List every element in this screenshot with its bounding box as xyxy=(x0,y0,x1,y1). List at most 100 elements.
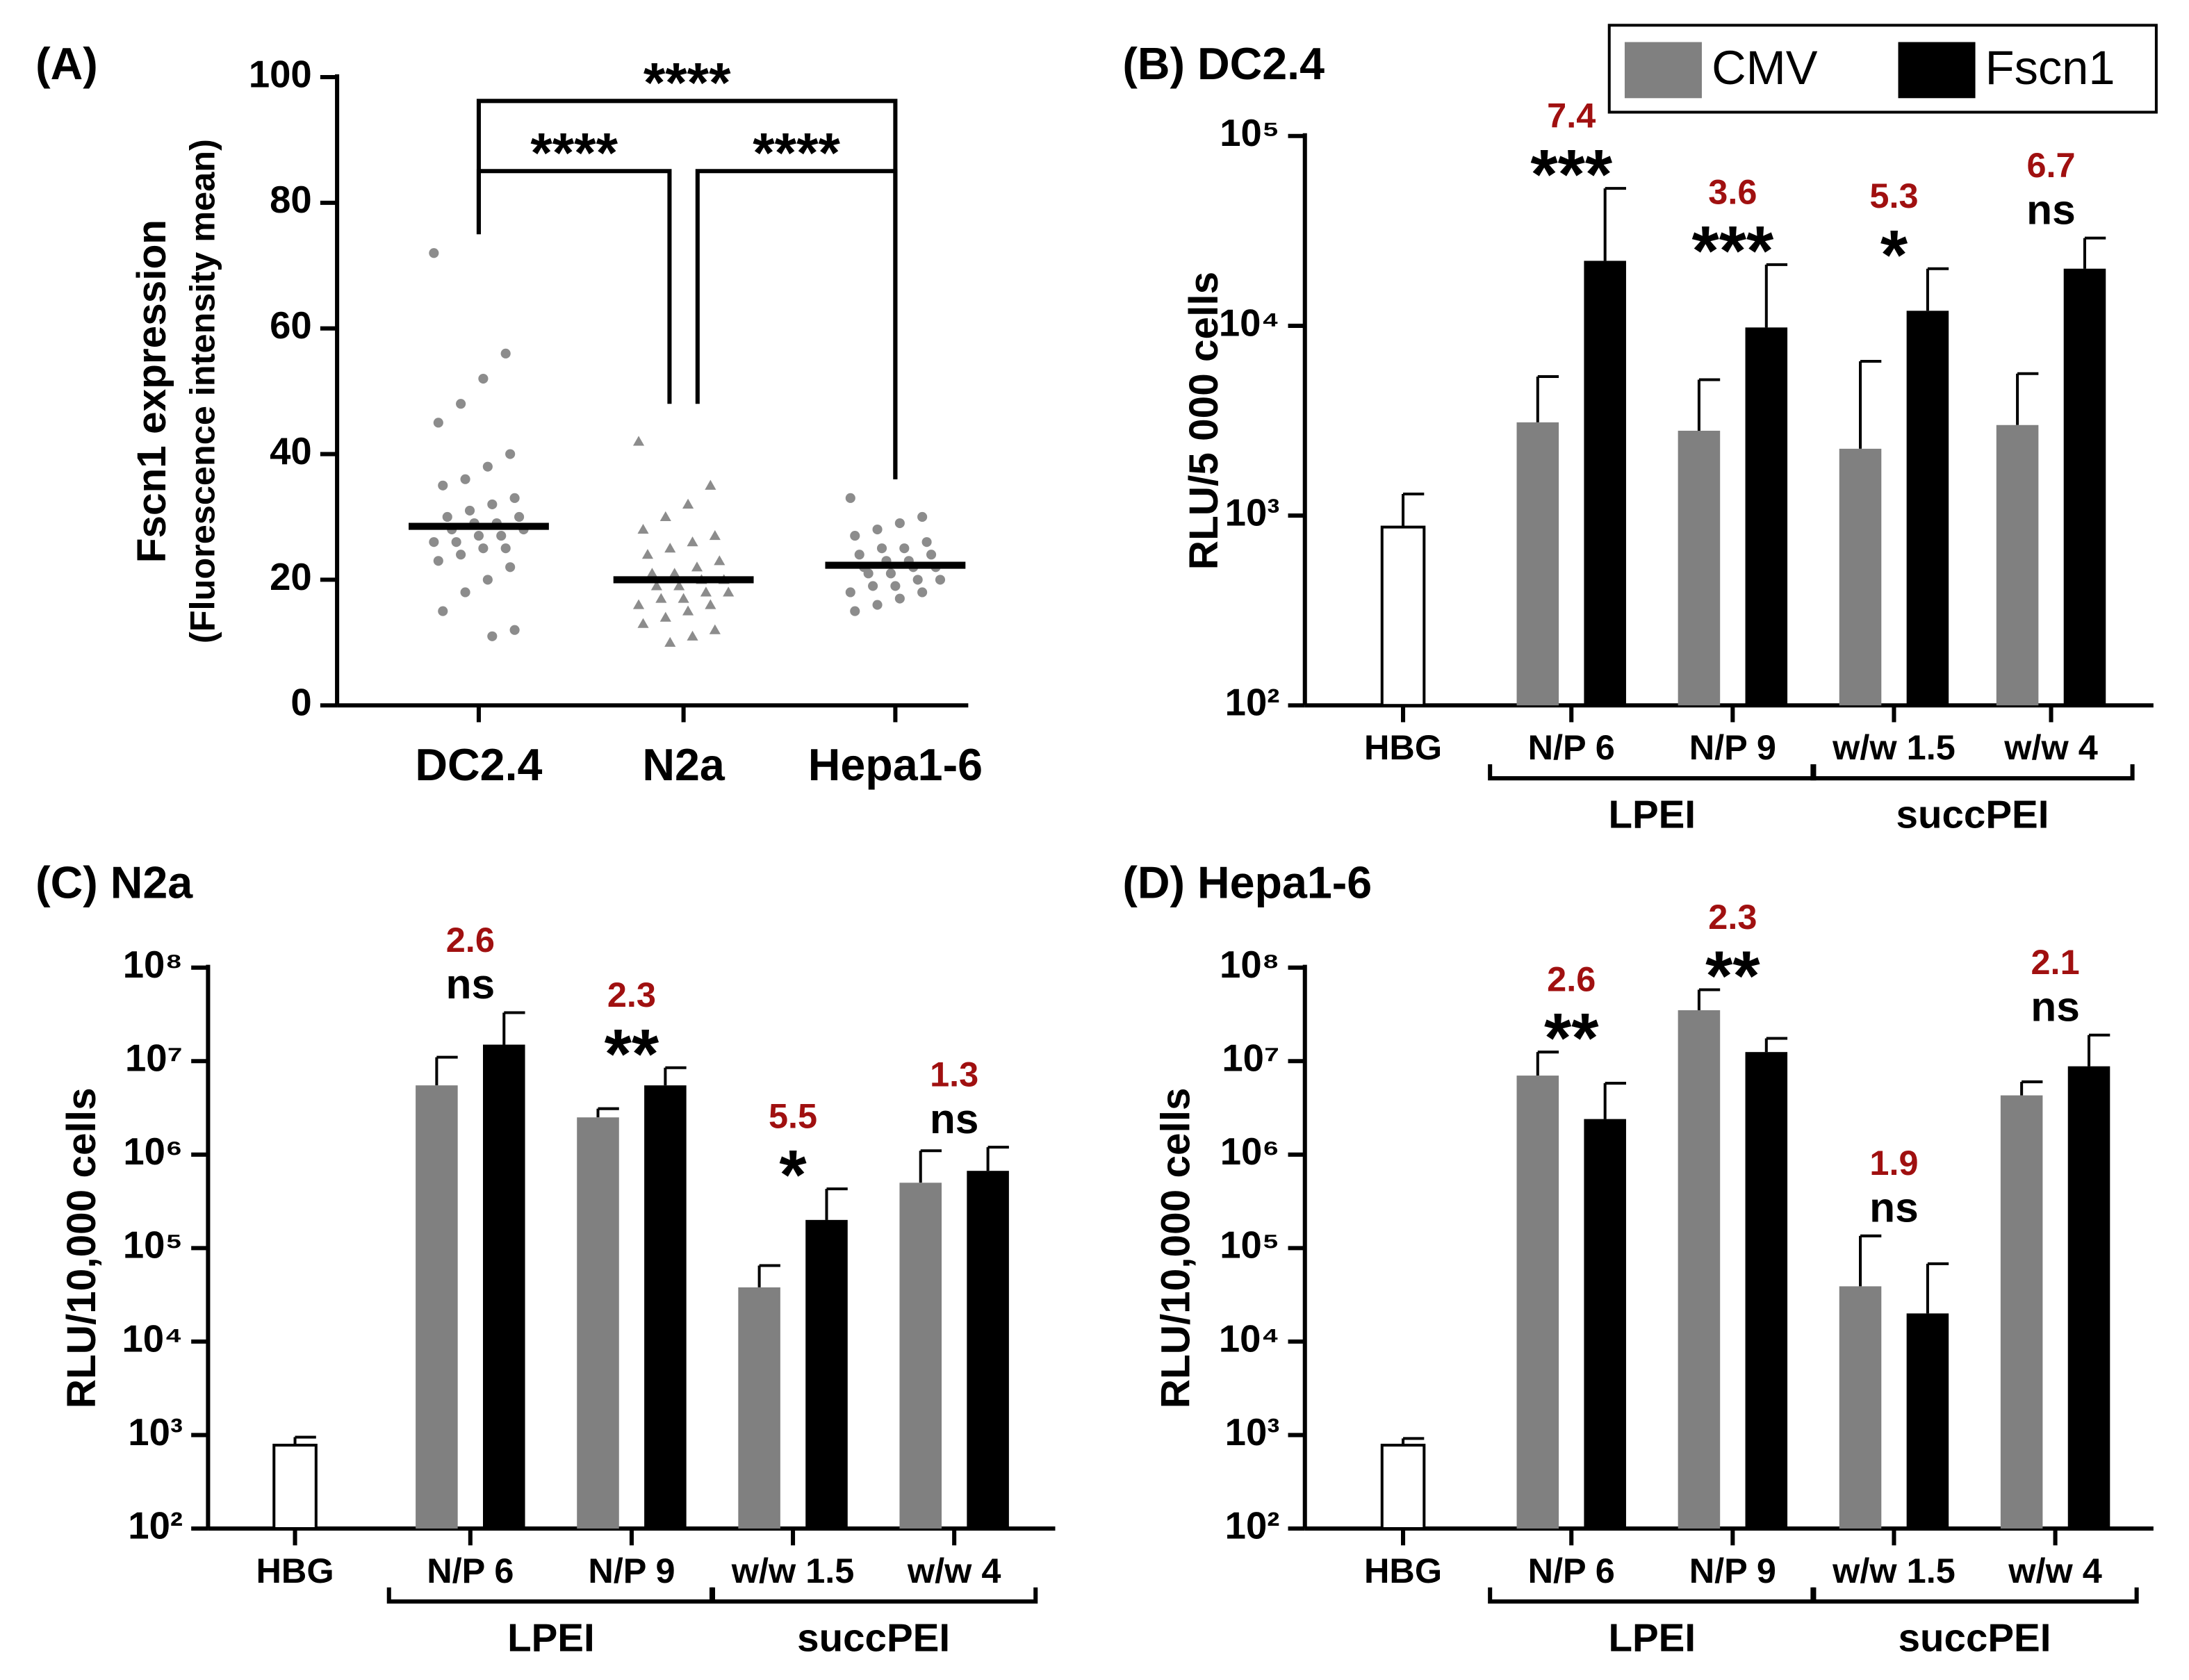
x-tick-label: N/P 9 xyxy=(1689,1551,1776,1590)
significance-label: ns xyxy=(1869,1183,1919,1230)
panel-title: (A) xyxy=(35,39,98,89)
y-tick-label: 10⁴ xyxy=(1219,302,1280,344)
bar xyxy=(1745,1052,1788,1529)
point xyxy=(863,568,874,579)
point xyxy=(505,449,516,459)
point xyxy=(659,511,671,522)
point xyxy=(687,630,698,641)
point xyxy=(687,536,698,547)
legend-label: CMV xyxy=(1712,41,1818,94)
panel-title: (C) N2a xyxy=(35,858,193,908)
point xyxy=(921,537,932,547)
significance-label: * xyxy=(1880,216,1908,294)
fold-change-label: 1.9 xyxy=(1869,1143,1918,1183)
significance-label: ** xyxy=(1544,1000,1599,1078)
point xyxy=(637,523,649,534)
bar xyxy=(1839,448,1882,706)
group-label: succPEI xyxy=(1896,793,2049,837)
x-tick-label: HBG xyxy=(1364,1551,1442,1590)
y-tick-label: 0 xyxy=(290,682,311,724)
y-tick-label: 10⁴ xyxy=(1219,1317,1280,1360)
point xyxy=(456,399,466,409)
point xyxy=(872,524,883,535)
bar xyxy=(1584,261,1626,706)
point xyxy=(926,550,937,560)
bar xyxy=(1745,327,1788,706)
point xyxy=(700,586,712,597)
point xyxy=(659,611,671,622)
point xyxy=(496,531,507,541)
group-bracket xyxy=(709,1587,1038,1604)
point xyxy=(912,575,923,585)
bar xyxy=(738,1287,780,1529)
point xyxy=(850,531,860,541)
point xyxy=(709,530,721,541)
point xyxy=(876,543,887,554)
significance-label: ** xyxy=(1705,937,1760,1015)
point xyxy=(460,587,470,598)
y-axis-label: RLU/10,000 cells xyxy=(59,1087,104,1408)
point xyxy=(429,248,439,258)
y-tick-label: 10⁶ xyxy=(123,1130,183,1173)
group-label: LPEI xyxy=(507,1615,595,1659)
point xyxy=(637,618,649,628)
point xyxy=(845,493,855,503)
bar xyxy=(1516,422,1559,706)
group-bracket xyxy=(1810,764,2135,781)
fold-change-label: 5.3 xyxy=(1869,176,1918,215)
point xyxy=(505,562,516,573)
point xyxy=(868,581,878,591)
point xyxy=(438,606,448,616)
x-tick-label: N/P 6 xyxy=(1528,727,1615,767)
point xyxy=(641,549,654,559)
significance-label: * xyxy=(779,1137,807,1214)
panel-title: (B) DC2.4 xyxy=(1122,39,1325,89)
bar xyxy=(899,1183,942,1529)
point xyxy=(482,575,493,585)
bar xyxy=(1678,430,1721,706)
point xyxy=(438,480,448,491)
bar xyxy=(2067,1066,2110,1529)
point xyxy=(917,587,928,598)
group-label: LPEI xyxy=(1609,793,1696,837)
point xyxy=(456,550,466,560)
point xyxy=(655,593,667,603)
y-tick-label: 10² xyxy=(128,1504,183,1547)
point xyxy=(442,511,452,522)
legend-label: Fscn1 xyxy=(1985,41,2115,94)
bar xyxy=(1380,1443,1426,1531)
x-tick-label: N/P 6 xyxy=(1528,1551,1615,1590)
x-tick-label: N/P 6 xyxy=(427,1551,514,1590)
point xyxy=(514,511,525,522)
y-tick-label: 10² xyxy=(1225,1504,1280,1547)
y-axis-label: Fscn1 expression xyxy=(129,220,174,563)
bar xyxy=(2063,268,2106,706)
bar xyxy=(1584,1119,1626,1529)
point xyxy=(478,543,489,554)
fold-change-label: 5.5 xyxy=(769,1096,817,1136)
y-tick-label: 10² xyxy=(1225,682,1280,724)
y-tick-label: 10⁸ xyxy=(1220,944,1279,986)
y-tick-label: 10⁵ xyxy=(1220,1224,1279,1267)
significance-label: ns xyxy=(2026,186,2076,233)
bar xyxy=(1906,1313,1949,1529)
point xyxy=(482,461,493,472)
point xyxy=(646,568,658,578)
y-tick-label: 10³ xyxy=(1225,1411,1280,1453)
point xyxy=(650,580,662,591)
panel-title: (D) Hepa1-6 xyxy=(1122,858,1372,908)
fold-change-label: 1.3 xyxy=(930,1055,978,1094)
y-tick-label: 10⁷ xyxy=(1222,1037,1279,1080)
point xyxy=(935,575,946,585)
significance-bracket xyxy=(695,169,898,479)
fold-change-label: 2.3 xyxy=(1708,897,1757,937)
point xyxy=(500,543,511,554)
point xyxy=(429,537,439,547)
legend-swatch xyxy=(1624,42,1702,99)
fold-change-label: 3.6 xyxy=(1708,172,1757,211)
bar xyxy=(1516,1076,1559,1529)
bar xyxy=(967,1171,1009,1529)
point xyxy=(433,556,443,566)
point xyxy=(682,498,694,509)
